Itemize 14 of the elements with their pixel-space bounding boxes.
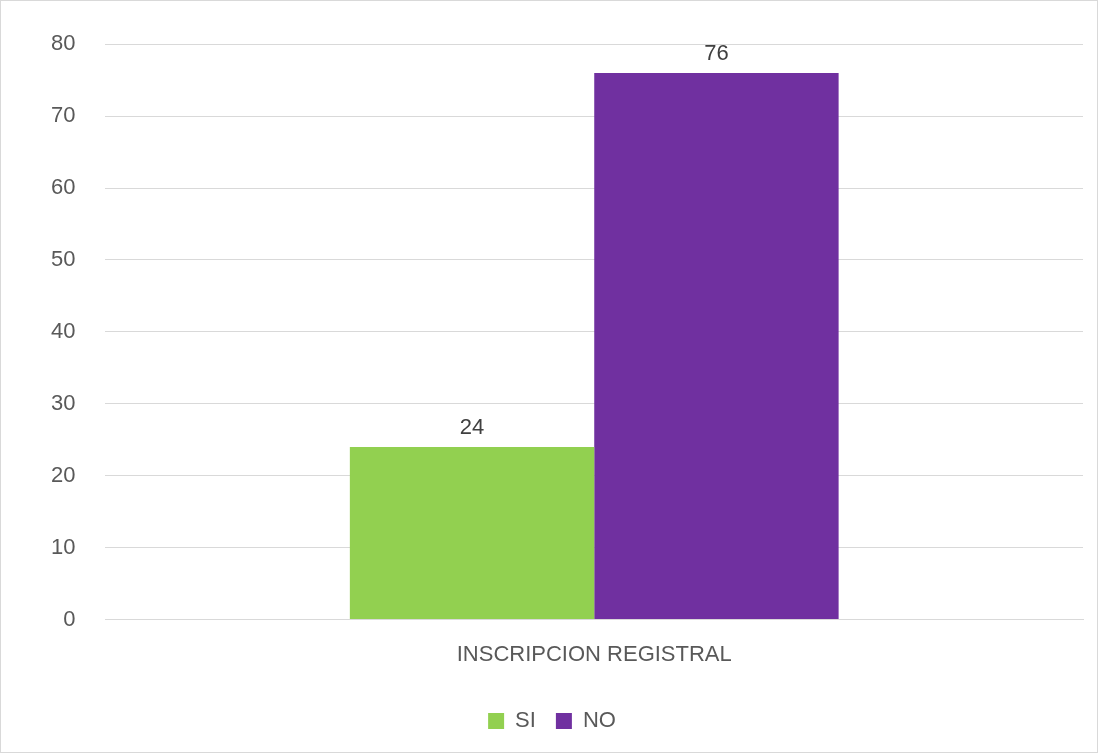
y-tick-label: 30 [50, 389, 76, 415]
y-tick-label: 10 [50, 533, 76, 559]
y-tick-label: 40 [50, 317, 76, 343]
legend-label: SI [515, 707, 536, 733]
x-tick-label: INSCRIPCION REGISTRAL [456, 640, 732, 666]
y-tick-label: 0 [63, 605, 76, 631]
y-tick-label: 60 [50, 174, 76, 200]
data-label: 24 [459, 414, 485, 440]
y-tick-label: 20 [50, 461, 76, 487]
y-tick-label: 50 [50, 246, 76, 272]
legend-label: NO [582, 707, 616, 733]
y-tick-label: 70 [50, 102, 76, 128]
data-label: 76 [704, 40, 729, 66]
y-tick-label: 80 [50, 30, 76, 56]
